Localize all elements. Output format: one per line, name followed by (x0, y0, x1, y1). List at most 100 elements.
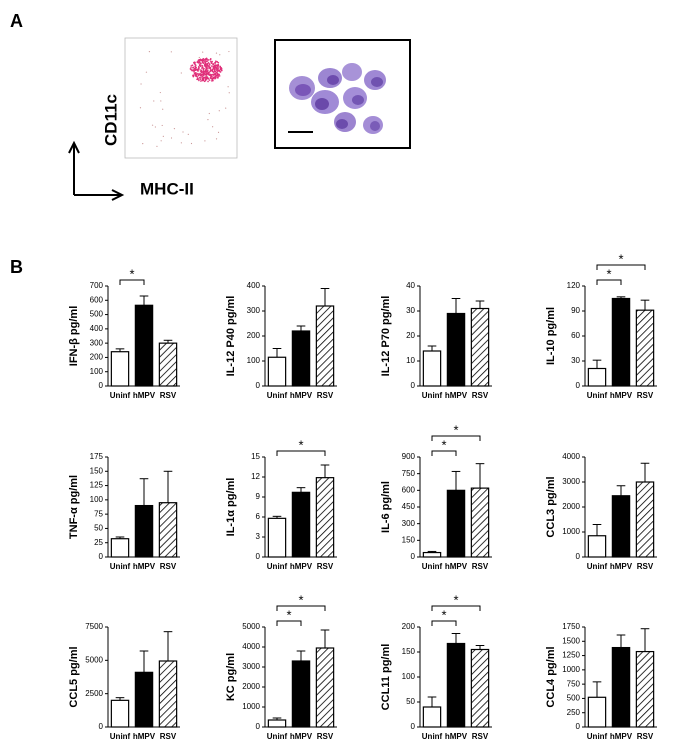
x-tick-label: hMPV (290, 391, 313, 400)
flow-dot (217, 75, 219, 77)
x-tick-label: RSV (317, 391, 334, 400)
y-tick-label: 200 (90, 353, 104, 362)
flow-dot (200, 59, 202, 61)
y-tick-label: 100 (90, 367, 104, 376)
flow-dot (203, 72, 205, 75)
flow-dot (197, 74, 200, 77)
bar (158, 660, 178, 728)
flow-dot (215, 75, 217, 78)
flow-dot (213, 68, 216, 71)
flow-dot (209, 58, 212, 61)
flow-dot (193, 62, 196, 65)
y-tick-label: 4000 (242, 642, 260, 651)
y-tick-label: 1000 (562, 665, 580, 674)
flow-dot (160, 100, 162, 102)
flow-dot (211, 65, 213, 67)
flow-dot (225, 107, 227, 109)
y-tick-label: 0 (99, 381, 104, 390)
flow-dot (182, 131, 184, 133)
y-axis-label: IL-1α pg/ml (225, 478, 237, 537)
flow-dot (210, 69, 213, 72)
bar (134, 504, 154, 558)
flow-dot (201, 79, 203, 82)
flow-dot (208, 79, 211, 81)
panel-label: B (10, 257, 23, 277)
y-tick-label: 20 (406, 331, 415, 340)
x-tick-label: RSV (637, 562, 654, 571)
y-tick-label: 700 (90, 281, 104, 290)
significance-bracket (276, 450, 326, 456)
flow-dot (159, 91, 161, 94)
flow-dot (204, 73, 207, 76)
flow-dot (205, 75, 207, 77)
significance-label: * (298, 592, 303, 607)
y-tick-label: 0 (576, 381, 581, 390)
x-tick-label: RSV (472, 732, 489, 741)
y-tick-label: 12 (251, 472, 260, 481)
significance-bracket (431, 435, 481, 441)
bar (315, 477, 335, 558)
y-tick-label: 5000 (242, 622, 260, 631)
flow-dot (208, 71, 210, 73)
y-tick-label: 3000 (562, 477, 580, 486)
x-tick-label: Uninf (110, 732, 131, 741)
flow-dot (219, 66, 221, 68)
bar (611, 646, 631, 728)
flow-dot (202, 57, 205, 60)
y-tick-label: 50 (406, 697, 415, 706)
y-axis-label: IL-6 pg/ml (380, 481, 392, 533)
x-tick-label: hMPV (610, 562, 633, 571)
flow-dot (193, 68, 195, 70)
flow-dot (160, 140, 162, 142)
y-tick-label: 1500 (562, 636, 580, 645)
flow-dot (191, 69, 194, 72)
x-tick-label: RSV (317, 562, 334, 571)
flow-dot (180, 72, 182, 74)
significance-bracket (596, 264, 646, 270)
bar (110, 699, 130, 728)
significance-label: * (618, 251, 623, 266)
y-tick-label: 90 (571, 306, 580, 315)
y-tick-label: 2000 (242, 682, 260, 691)
y-tick-label: 100 (90, 495, 104, 504)
flow-dot (212, 74, 215, 76)
flow-dot (192, 66, 195, 69)
bar (315, 647, 335, 728)
bar (158, 342, 178, 387)
y-tick-label: 400 (90, 324, 104, 333)
flow-dot (206, 60, 209, 62)
bar (110, 351, 130, 387)
bar (587, 367, 607, 387)
bar (158, 502, 178, 558)
flow-dot (190, 66, 192, 69)
flow-dot (219, 70, 221, 73)
flow-dot (198, 56, 200, 59)
y-tick-label: 0 (411, 722, 416, 731)
flow-dot (148, 50, 151, 53)
y-tick-label: 1000 (562, 527, 580, 536)
y-tick-label: 0 (576, 552, 581, 561)
x-tick-label: Uninf (422, 732, 443, 741)
x-tick-label: hMPV (133, 562, 156, 571)
x-tick-label: hMPV (445, 562, 468, 571)
bar (611, 495, 631, 558)
y-axis-label: CCL11 pg/ml (380, 644, 392, 711)
flow-dot (187, 133, 189, 135)
y-tick-label: 30 (406, 306, 415, 315)
flow-dot (142, 143, 144, 145)
y-axis-label: IL-10 pg/ml (545, 307, 557, 365)
x-tick-label: Uninf (587, 732, 608, 741)
x-tick-label: RSV (472, 562, 489, 571)
flow-dot (198, 79, 200, 82)
flow-dot (195, 73, 198, 76)
y-tick-label: 2000 (562, 502, 580, 511)
y-axis-label: CCL5 pg/ml (68, 646, 80, 707)
flow-dot (193, 73, 196, 75)
bar (291, 660, 311, 728)
flow-dot (215, 60, 217, 62)
flow-dot (205, 57, 208, 60)
flow-dot (201, 66, 204, 69)
bar (470, 648, 490, 728)
flow-dot (212, 126, 214, 128)
